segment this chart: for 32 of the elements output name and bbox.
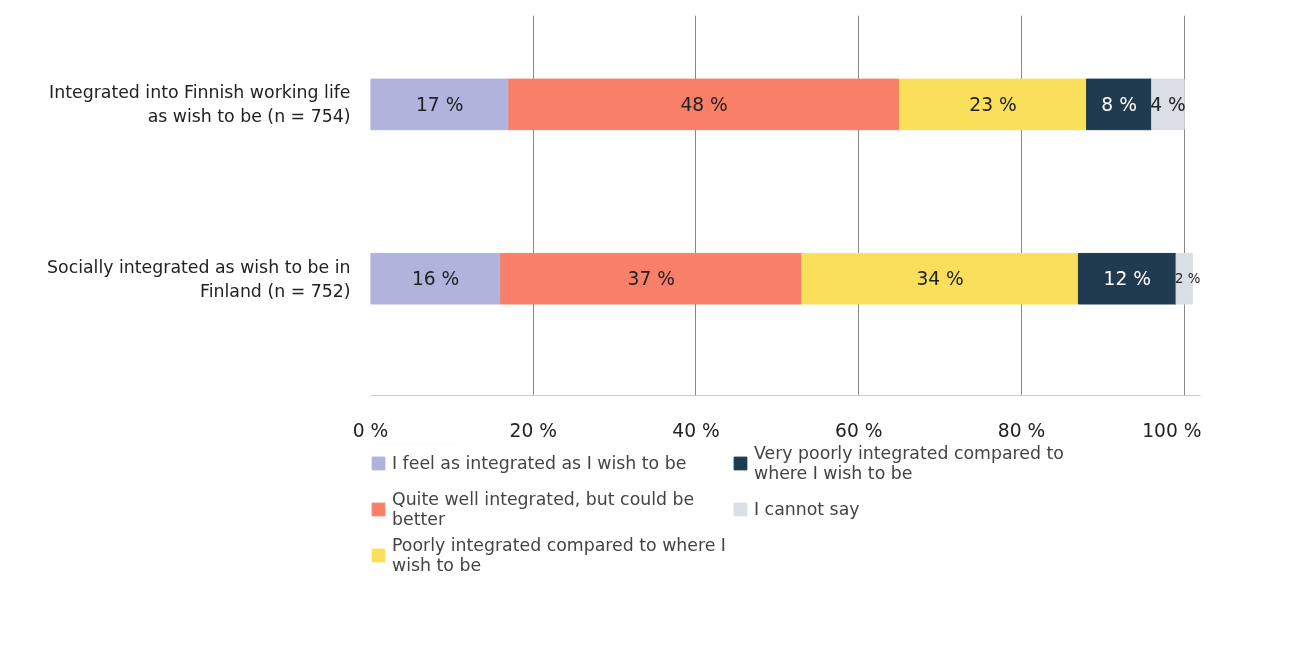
bar bbox=[801, 252, 1079, 305]
bar bbox=[1086, 78, 1153, 131]
x-tick-label: 80 % bbox=[997, 419, 1046, 441]
data-label: 2 % bbox=[1175, 271, 1201, 287]
legend-label: Very poorly integrated compared to where I wish to be bbox=[753, 443, 1064, 483]
data-label: 34 % bbox=[916, 268, 964, 290]
legend-label: I feel as integrated as I wish to be bbox=[392, 453, 687, 473]
legend-label: Quite well integrated, but could be better bbox=[392, 489, 695, 529]
x-tick-label: 40 % bbox=[672, 419, 720, 441]
bar bbox=[508, 78, 900, 131]
x-tick-label: 20 % bbox=[509, 419, 557, 441]
bar bbox=[370, 78, 510, 131]
y-tick-label: Integrated into Finnish working life as wish to be (n = 754) bbox=[49, 82, 351, 127]
data-label: 12 % bbox=[1103, 268, 1151, 290]
bar bbox=[1151, 78, 1185, 131]
data-label: 23 % bbox=[969, 93, 1017, 115]
data-label: 4 % bbox=[1150, 93, 1186, 115]
data-label: 8 % bbox=[1101, 93, 1137, 115]
data-label: 37 % bbox=[627, 268, 675, 290]
x-tick-label: 100 % bbox=[1142, 419, 1202, 441]
data-label: 17 % bbox=[415, 93, 464, 115]
bar bbox=[898, 78, 1088, 131]
data-label: 48 % bbox=[680, 93, 728, 115]
x-tick-label: 0 % bbox=[352, 419, 389, 441]
bar bbox=[500, 252, 803, 305]
legend-label: Poorly integrated compared to where I wish to be bbox=[392, 535, 726, 575]
bar bbox=[370, 252, 502, 305]
legend-label: I cannot say bbox=[753, 499, 860, 519]
bar bbox=[1077, 252, 1177, 305]
data-label: 16 % bbox=[411, 268, 460, 290]
y-tick-label: Socially integrated as wish to be in Finland (n = 752) bbox=[47, 256, 351, 301]
x-tick-label: 60 % bbox=[835, 419, 883, 441]
